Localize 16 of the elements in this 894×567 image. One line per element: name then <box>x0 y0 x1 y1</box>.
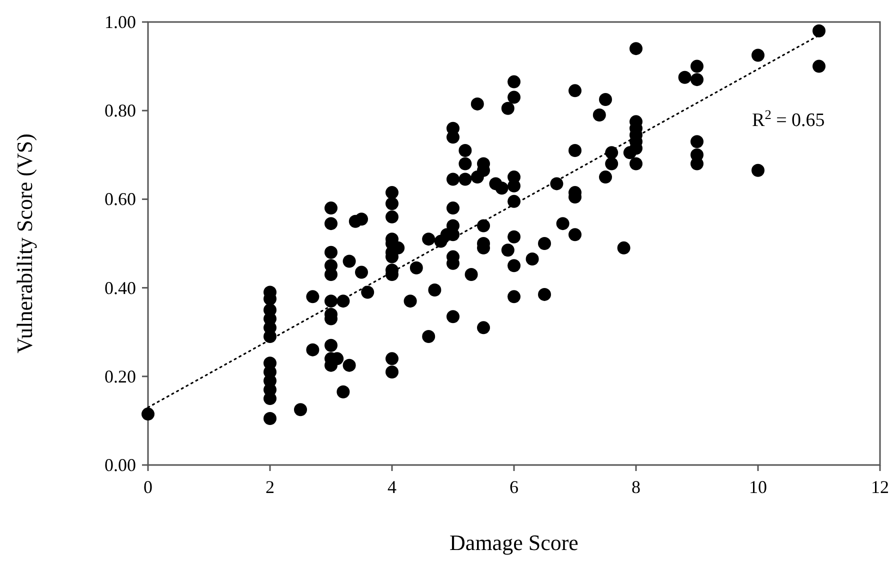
x-tick-label: 0 <box>144 477 152 497</box>
y-tick-label: 0.60 <box>104 189 136 210</box>
x-tick-label: 10 <box>749 477 767 497</box>
annotation: R$^{2}$ = 0.65 <box>752 106 825 131</box>
x-tick-label: 2 <box>266 477 274 497</box>
x-axis-title: Damage Score <box>450 530 578 555</box>
y-tick-label: 0.00 <box>104 455 136 475</box>
y-tick-label: 0.80 <box>104 100 136 121</box>
y-axis-title: Vulnerability Score (VS) <box>12 134 37 354</box>
x-tick-label: 4 <box>388 477 396 497</box>
x-tick-label: 12 <box>871 477 889 497</box>
y-tick-label: 1.00 <box>104 12 136 32</box>
x-tick-label: 6 <box>510 477 518 497</box>
y-tick-label: 0.40 <box>104 278 136 298</box>
y-tick-label: 0.20 <box>104 366 136 386</box>
x-tick-label: 8 <box>632 477 640 497</box>
